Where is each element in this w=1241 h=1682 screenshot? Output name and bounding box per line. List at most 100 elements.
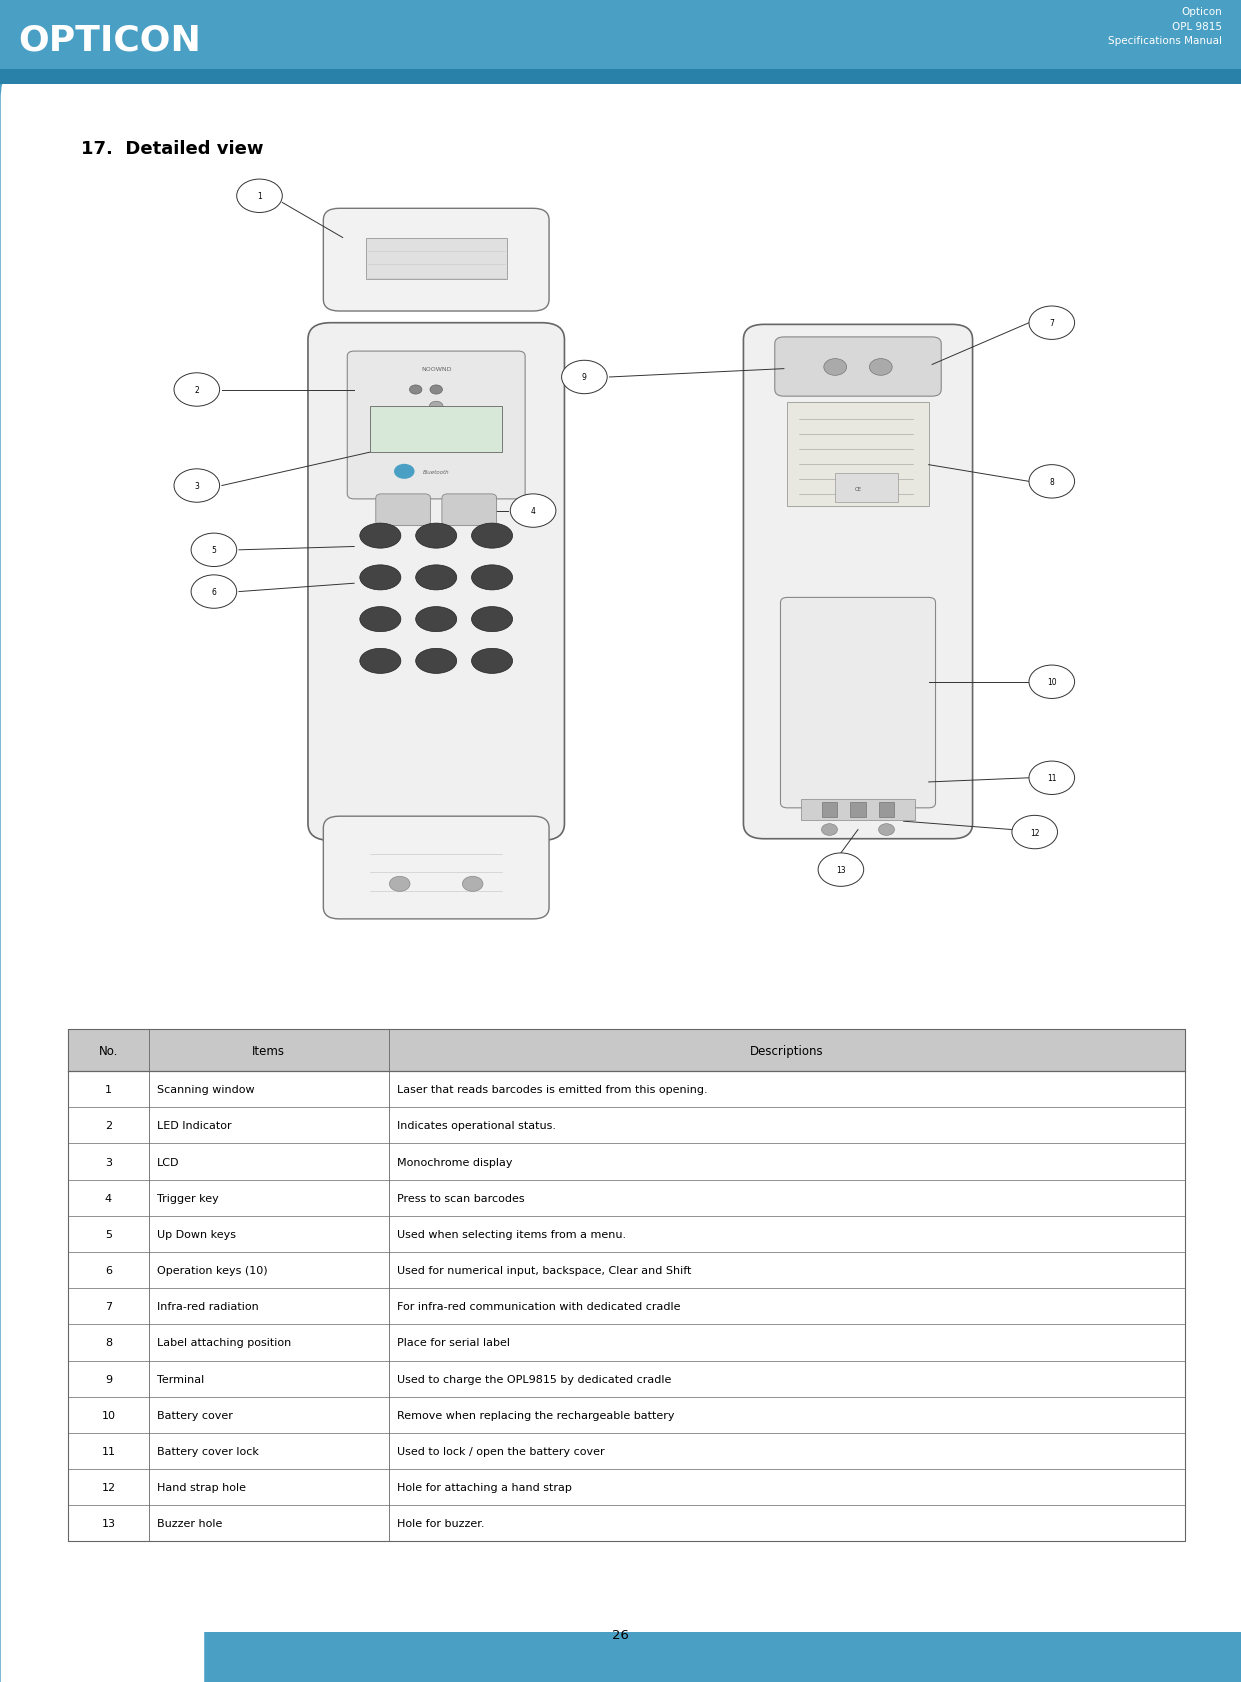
Circle shape	[395, 464, 414, 479]
Circle shape	[1029, 466, 1075, 500]
Bar	[800, 799, 915, 821]
Bar	[850, 802, 866, 817]
Text: Label attaching position: Label attaching position	[158, 1337, 292, 1347]
Circle shape	[237, 180, 282, 214]
Text: 4: 4	[531, 506, 536, 516]
Text: 5: 5	[211, 547, 216, 555]
Circle shape	[1029, 306, 1075, 340]
Text: Used for numerical input, backspace, Clear and Shift: Used for numerical input, backspace, Cle…	[397, 1265, 692, 1275]
Ellipse shape	[360, 523, 401, 548]
Text: Descriptions: Descriptions	[750, 1045, 824, 1056]
Text: 3: 3	[195, 481, 200, 491]
Circle shape	[822, 824, 838, 836]
Text: 10: 10	[102, 1410, 115, 1420]
Bar	[0, 69, 1241, 86]
Ellipse shape	[472, 649, 513, 674]
Circle shape	[174, 469, 220, 503]
Text: No.: No.	[99, 1045, 118, 1056]
Text: Scanning window: Scanning window	[158, 1085, 254, 1095]
FancyBboxPatch shape	[743, 325, 973, 839]
Text: 11: 11	[1047, 774, 1056, 782]
Text: Bluetooth: Bluetooth	[423, 469, 449, 474]
Text: 17.  Detailed view: 17. Detailed view	[81, 140, 263, 158]
Text: 9: 9	[582, 373, 587, 382]
Ellipse shape	[416, 523, 457, 548]
Bar	[68, 1470, 1185, 1505]
Text: Monochrome display: Monochrome display	[397, 1157, 513, 1167]
FancyBboxPatch shape	[347, 352, 525, 500]
Text: Place for serial label: Place for serial label	[397, 1337, 510, 1347]
Circle shape	[510, 495, 556, 528]
Text: OPTICON: OPTICON	[19, 24, 201, 57]
Text: Buzzer hole: Buzzer hole	[158, 1519, 222, 1529]
Bar	[787, 402, 928, 506]
Text: Battery cover lock: Battery cover lock	[158, 1447, 259, 1457]
FancyBboxPatch shape	[442, 495, 496, 526]
FancyBboxPatch shape	[324, 209, 549, 311]
Bar	[68, 1253, 1185, 1288]
Text: Indicates operational status.: Indicates operational status.	[397, 1120, 556, 1130]
Ellipse shape	[416, 649, 457, 674]
Text: 5: 5	[105, 1230, 112, 1240]
Text: Used to charge the OPL9815 by dedicated cradle: Used to charge the OPL9815 by dedicated …	[397, 1374, 671, 1384]
Text: 10: 10	[1047, 678, 1056, 686]
Circle shape	[174, 373, 220, 407]
Circle shape	[870, 360, 892, 377]
Bar	[68, 1396, 1185, 1433]
Text: Opticon
OPL 9815
Specifications Manual: Opticon OPL 9815 Specifications Manual	[1108, 7, 1222, 47]
Circle shape	[463, 876, 483, 891]
Text: Hole for attaching a hand strap: Hole for attaching a hand strap	[397, 1482, 572, 1492]
Circle shape	[429, 402, 443, 412]
Circle shape	[824, 360, 846, 377]
Text: Terminal: Terminal	[158, 1374, 205, 1384]
Text: 4: 4	[105, 1193, 112, 1203]
Text: Hole for buzzer.: Hole for buzzer.	[397, 1519, 485, 1529]
Text: Used to lock / open the battery cover: Used to lock / open the battery cover	[397, 1447, 606, 1457]
Text: 1: 1	[257, 192, 262, 202]
Text: Up Down keys: Up Down keys	[158, 1230, 236, 1240]
Bar	[68, 1361, 1185, 1396]
Text: 1: 1	[105, 1085, 112, 1095]
Text: Operation keys (10): Operation keys (10)	[158, 1265, 268, 1275]
Text: CE: CE	[855, 486, 861, 491]
Circle shape	[191, 533, 237, 567]
Bar	[835, 474, 898, 503]
Bar	[68, 1144, 1185, 1181]
Bar	[68, 1216, 1185, 1253]
FancyBboxPatch shape	[324, 817, 549, 920]
Text: 12: 12	[102, 1482, 115, 1492]
Bar	[68, 1029, 1185, 1071]
Ellipse shape	[472, 565, 513, 590]
Text: Press to scan barcodes: Press to scan barcodes	[397, 1193, 525, 1203]
Bar	[68, 1505, 1185, 1542]
Text: For infra-red communication with dedicated cradle: For infra-red communication with dedicat…	[397, 1302, 681, 1312]
Text: Trigger key: Trigger key	[158, 1193, 220, 1203]
Text: 8: 8	[105, 1337, 112, 1347]
Circle shape	[1029, 666, 1075, 700]
Text: 2: 2	[195, 385, 199, 395]
Text: 3: 3	[105, 1157, 112, 1167]
FancyBboxPatch shape	[781, 599, 936, 809]
Text: 11: 11	[102, 1447, 115, 1457]
Text: 8: 8	[1050, 478, 1054, 486]
Text: Battery cover: Battery cover	[158, 1410, 233, 1420]
Circle shape	[818, 853, 864, 886]
Text: LCD: LCD	[158, 1157, 180, 1167]
Text: 2: 2	[105, 1120, 112, 1130]
Bar	[366, 239, 506, 281]
Bar	[68, 1433, 1185, 1470]
Text: Laser that reads barcodes is emitted from this opening.: Laser that reads barcodes is emitted fro…	[397, 1085, 709, 1095]
Ellipse shape	[360, 565, 401, 590]
Bar	[68, 1071, 1185, 1108]
Circle shape	[1029, 762, 1075, 796]
Bar	[68, 1288, 1185, 1325]
Bar	[68, 1325, 1185, 1361]
Ellipse shape	[472, 607, 513, 632]
Text: 6: 6	[211, 587, 216, 597]
Text: 7: 7	[1050, 320, 1055, 328]
Text: Hand strap hole: Hand strap hole	[158, 1482, 247, 1492]
Bar	[68, 1029, 1185, 1542]
Text: 12: 12	[1030, 828, 1040, 838]
Ellipse shape	[416, 607, 457, 632]
Ellipse shape	[472, 523, 513, 548]
